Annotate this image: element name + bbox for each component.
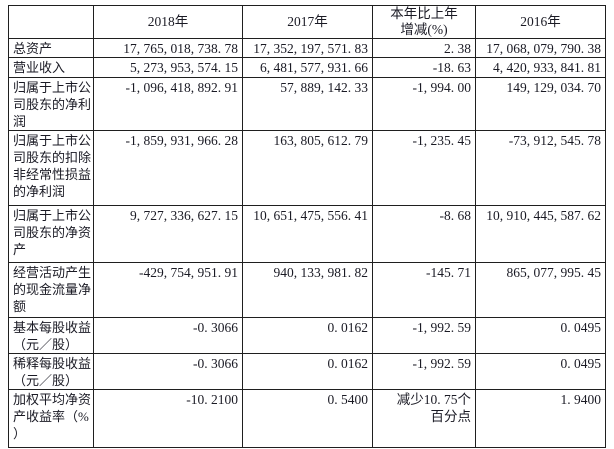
value-2016: 10, 910, 445, 587. 62 [475,205,606,263]
value-2018: -429, 754, 951. 91 [93,262,243,318]
value-2018: 17, 765, 018, 738. 78 [93,38,243,58]
value-yoy-change: -1, 992. 59 [372,353,476,390]
value-2018: 9, 727, 336, 627. 15 [93,205,243,263]
value-2018: -0. 3066 [93,353,243,390]
value-2017: 6, 481, 577, 931. 66 [242,57,373,78]
value-2016: 1. 9400 [475,389,606,448]
header-year-2016: 2016年 [475,5,606,39]
value-2018: -1, 096, 418, 892. 91 [93,77,243,131]
value-yoy-change: -1, 994. 00 [372,77,476,131]
header-year-2017: 2017年 [242,5,373,39]
value-yoy-change: -145. 71 [372,262,476,318]
value-2017: 163, 805, 612. 79 [242,130,373,206]
table-row-weighted-avg-roe: 加权平均净资产收益率（%） -10. 2100 0. 5400 减少10. 75… [8,389,606,448]
table-row-basic-eps: 基本每股收益（元／股） -0. 3066 0. 0162 -1, 992. 59… [8,317,606,354]
value-yoy-change: -1, 992. 59 [372,317,476,354]
row-label: 归属于上市公司股东的扣除非经常性损益的净利润 [8,130,94,206]
row-label: 加权平均净资产收益率（%） [8,389,94,448]
value-2016: 0. 0495 [475,317,606,354]
value-2018: -0. 3066 [93,317,243,354]
value-2018: 5, 273, 953, 574. 15 [93,57,243,78]
table-row-net-profit-excl-nonrecurring: 归属于上市公司股东的扣除非经常性损益的净利润 -1, 859, 931, 966… [8,130,606,206]
table-row-net-assets: 归属于上市公司股东的净资产 9, 727, 336, 627. 15 10, 6… [8,205,606,263]
value-2016: 149, 129, 034. 70 [475,77,606,131]
header-yoy-change: 本年比上年 增减(%) [372,5,476,39]
value-yoy-change: 2. 38 [372,38,476,58]
value-2016: -73, 912, 545. 78 [475,130,606,206]
value-2016: 17, 068, 079, 790. 38 [475,38,606,58]
value-2018: -10. 2100 [93,389,243,448]
value-yoy-change: -8. 68 [372,205,476,263]
table-row-net-profit: 归属于上市公司股东的净利润 -1, 096, 418, 892. 91 57, … [8,77,606,131]
header-empty-cell [8,5,94,39]
row-label: 营业收入 [8,57,94,78]
value-2017: 0. 0162 [242,353,373,390]
value-2016: 0. 0495 [475,353,606,390]
row-label: 稀释每股收益（元／股） [8,353,94,390]
value-2016: 4, 420, 933, 841. 81 [475,57,606,78]
value-2017: 940, 133, 981. 82 [242,262,373,318]
row-label: 总资产 [8,38,94,58]
value-yoy-change: -1, 235. 45 [372,130,476,206]
row-label: 归属于上市公司股东的净利润 [8,77,94,131]
table-row-operating-revenue: 营业收入 5, 273, 953, 574. 15 6, 481, 577, 9… [8,57,606,78]
value-2017: 0. 5400 [242,389,373,448]
table-row-operating-cash-flow: 经营活动产生的现金流量净额 -429, 754, 951. 91 940, 13… [8,262,606,318]
header-row: 2018年 2017年 本年比上年 增减(%) 2016年 [8,5,606,39]
financial-summary-table: 2018年 2017年 本年比上年 增减(%) 2016年 总资产 17, 76… [8,5,606,448]
table-row-diluted-eps: 稀释每股收益（元／股） -0. 3066 0. 0162 -1, 992. 59… [8,353,606,390]
row-label: 归属于上市公司股东的净资产 [8,205,94,263]
value-2017: 57, 889, 142. 33 [242,77,373,131]
value-2016: 865, 077, 995. 45 [475,262,606,318]
row-label: 基本每股收益（元／股） [8,317,94,354]
value-2017: 0. 0162 [242,317,373,354]
table-row-total-assets: 总资产 17, 765, 018, 738. 78 17, 352, 197, … [8,38,606,58]
value-yoy-change: 减少10. 75个 百分点 [372,389,476,448]
value-2018: -1, 859, 931, 966. 28 [93,130,243,206]
value-2017: 17, 352, 197, 571. 83 [242,38,373,58]
row-label: 经营活动产生的现金流量净额 [8,262,94,318]
value-2017: 10, 651, 475, 556. 41 [242,205,373,263]
header-year-2018: 2018年 [93,5,243,39]
value-yoy-change: -18. 63 [372,57,476,78]
